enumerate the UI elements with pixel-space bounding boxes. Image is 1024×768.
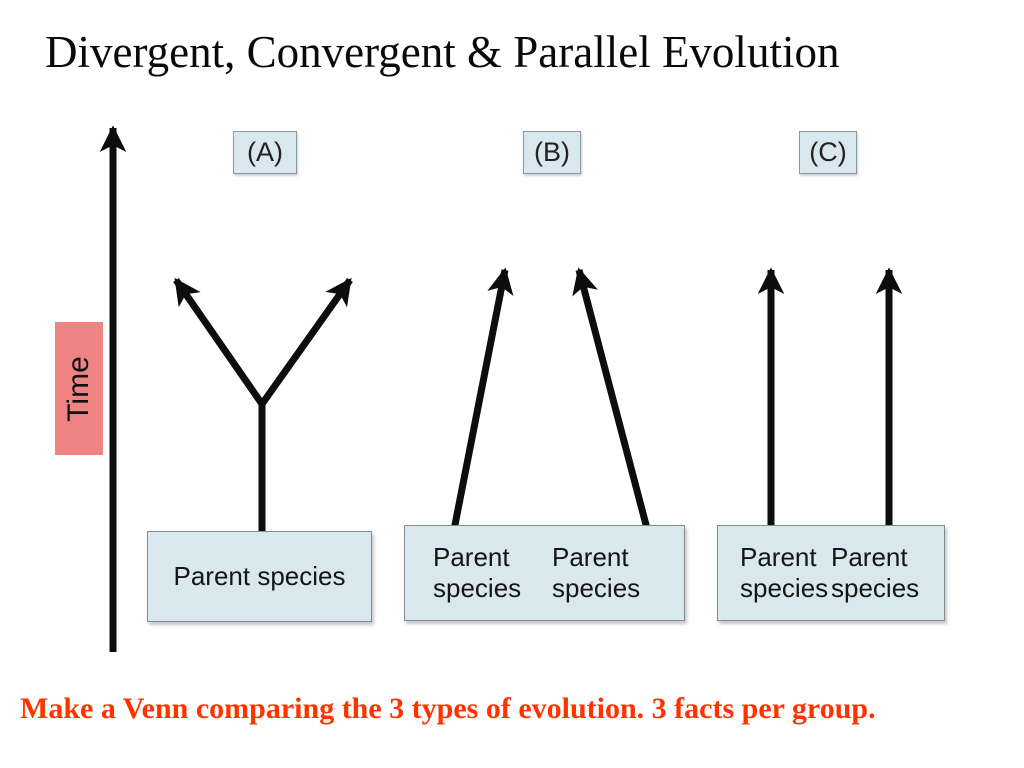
parent-species-box-parallel: Parent species Parent species <box>717 525 945 621</box>
diagram-b-tag: (B) <box>523 131 581 174</box>
parent-species-label: Parent species <box>173 561 346 591</box>
parent-species-label-left: Parent species <box>740 541 829 603</box>
parent-species-label-right: Parent species <box>552 541 641 603</box>
parent-species-box-divergent: Parent species <box>147 531 372 622</box>
diagram-b-tag-label: (B) <box>534 137 570 167</box>
time-label: Time <box>62 355 95 422</box>
divergent-right-arrow <box>259 277 353 407</box>
diagram-c-tag-label: (C) <box>809 137 847 167</box>
time-label-box: Time <box>55 322 103 455</box>
parent-species-label-left: Parent species <box>433 541 522 603</box>
instruction-text: Make a Venn comparing the 3 types of evo… <box>20 692 876 725</box>
page-title: Divergent, Convergent & Parallel Evoluti… <box>45 27 840 77</box>
parent-species-box-convergent: Parent species Parent species <box>404 525 685 621</box>
divergent-left-arrow <box>173 277 266 545</box>
convergent-right-arrow <box>572 267 654 541</box>
convergent-left-arrow <box>448 267 514 541</box>
diagram-a-tag: (A) <box>233 131 297 174</box>
diagram-c-tag: (C) <box>799 131 857 174</box>
parent-species-label-right: Parent species <box>831 541 920 603</box>
diagram-a-tag-label: (A) <box>247 137 283 167</box>
